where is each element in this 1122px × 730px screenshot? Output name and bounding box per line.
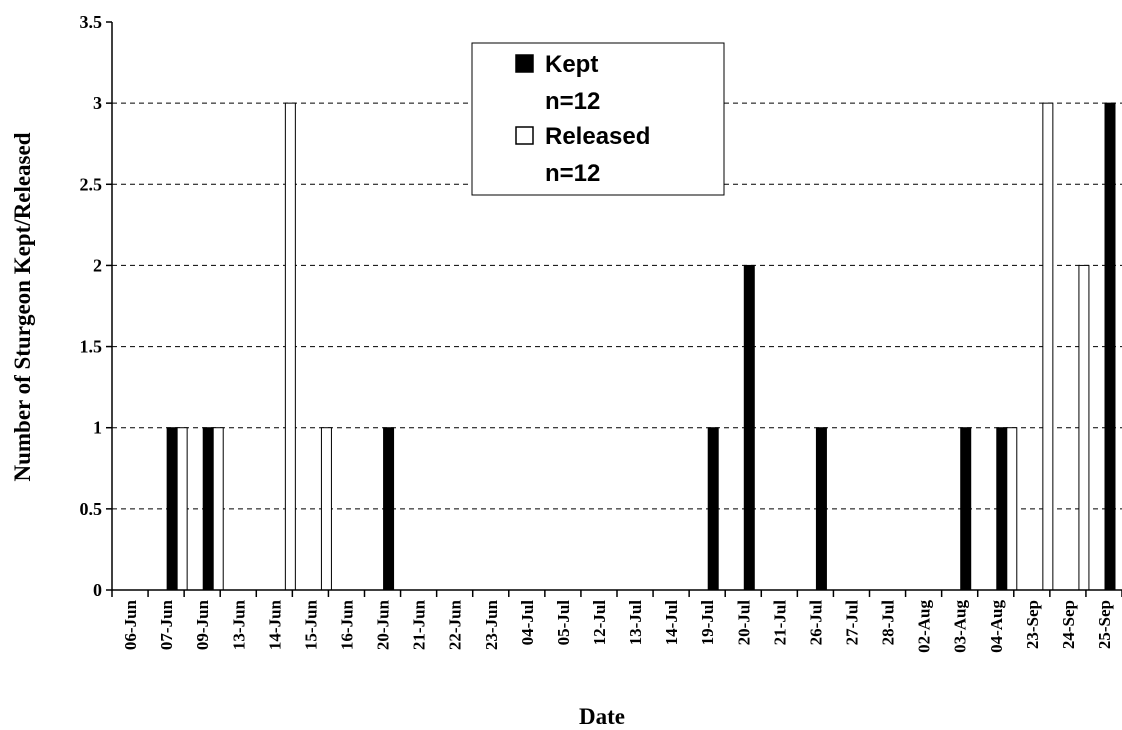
y-tick-label: 0 [93, 580, 102, 600]
y-axis-ticks: 0 0.5 1 1.5 2 2.5 3 3.5 [80, 12, 112, 600]
x-tick-label: 21-Jun [410, 599, 429, 650]
x-tick-label: 13-Jul [626, 600, 645, 646]
bar-kept-19-jul [707, 427, 719, 591]
x-tick-label: 14-Jun [265, 599, 284, 650]
x-tick-label: 19-Jul [698, 600, 717, 646]
bar-released-23-sep [1042, 102, 1054, 591]
x-tick-label: 16-Jun [337, 599, 356, 650]
bar-released-14-jun [284, 102, 296, 591]
x-tick-label: 25-Sep [1095, 600, 1114, 649]
legend: Kept n=12 Released n=12 [471, 42, 725, 196]
legend-label-kept: n=12 [545, 88, 600, 115]
legend-label-released: n=12 [545, 160, 600, 187]
legend-label-kept: Kept [545, 51, 598, 78]
bar-released-07-jun [176, 427, 188, 591]
bar-kept-09-jun [202, 427, 214, 591]
x-tick-label: 24-Sep [1059, 600, 1078, 649]
bar-released-04-aug [1006, 427, 1018, 591]
y-tick-label: 2.5 [80, 174, 103, 194]
x-tick-label: 03-Aug [951, 600, 970, 653]
y-tick-label: 3 [93, 93, 102, 113]
x-tick-label: 12-Jul [590, 600, 609, 646]
x-tick-label: 26-Jul [806, 600, 825, 646]
x-tick-label: 21-Jul [770, 600, 789, 646]
x-tick-label: 14-Jul [662, 600, 681, 646]
bar-kept-20-jun [383, 427, 395, 591]
legend-label-released: Released [545, 123, 650, 150]
bar-released-15-jun [320, 427, 332, 591]
bars [166, 102, 1116, 591]
x-tick-label: 04-Jul [518, 600, 537, 646]
y-tick-label: 1 [93, 418, 102, 438]
y-tick-label: 0.5 [80, 499, 103, 519]
y-axis-title: Number of Sturgeon Kept/Released [10, 132, 35, 481]
bar-kept-03-aug [960, 427, 972, 591]
legend-swatch-kept [515, 54, 534, 73]
x-tick-label: 04-Aug [987, 600, 1006, 653]
bar-released-24-sep [1078, 264, 1090, 591]
y-tick-label: 3.5 [80, 12, 103, 32]
bar-released-09-jun [212, 427, 224, 591]
bar-kept-07-jun [166, 427, 178, 591]
x-tick-label: 09-Jun [193, 599, 212, 650]
x-tick-label: 06-Jun [121, 599, 140, 650]
legend-box [471, 42, 725, 196]
bar-kept-20-jul [743, 264, 755, 591]
y-tick-label: 2 [93, 255, 102, 275]
bar-kept-25-sep [1104, 102, 1116, 591]
x-tick-label: 13-Jun [229, 599, 248, 650]
x-tick-label: 20-Jun [374, 599, 393, 650]
x-tick-label: 02-Aug [915, 600, 934, 653]
legend-swatch-released [515, 126, 534, 145]
bar-kept-26-jul [815, 427, 827, 591]
x-tick-label: 07-Jun [157, 599, 176, 650]
x-tick-label: 05-Jul [554, 600, 573, 646]
y-tick-label: 1.5 [80, 337, 103, 357]
bar-kept-04-aug [996, 427, 1008, 591]
x-tick-label: 22-Jun [446, 599, 465, 650]
x-tick-label: 27-Jul [842, 600, 861, 646]
x-axis-title: Date [579, 704, 625, 729]
x-tick-label: 23-Jun [482, 599, 501, 650]
x-tick-label: 20-Jul [734, 600, 753, 646]
x-axis-ticks: 06-Jun 07-Jun 09-Jun 13-Jun 14-Jun 15-Jun 16-J… [111, 590, 1122, 653]
x-tick-label: 23-Sep [1023, 600, 1042, 649]
x-tick-label: 28-Jul [879, 600, 898, 646]
x-tick-label: 15-Jun [301, 599, 320, 650]
